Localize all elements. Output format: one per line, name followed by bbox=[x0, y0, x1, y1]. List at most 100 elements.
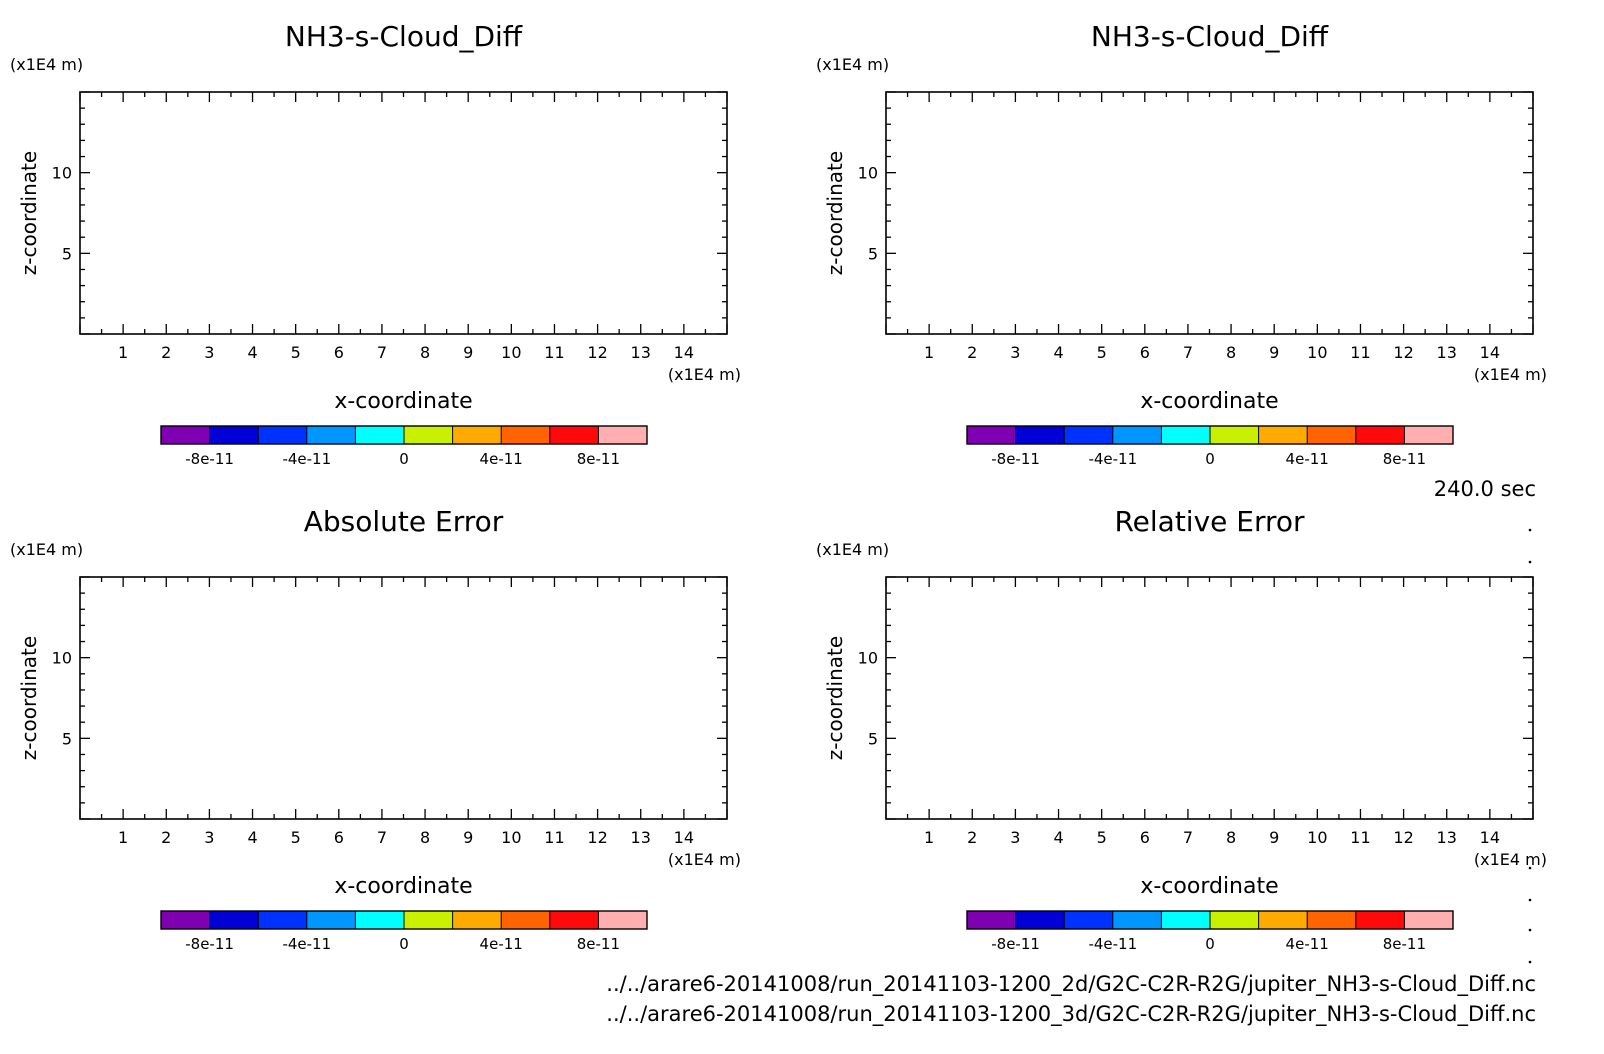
x-tick-label: 5 bbox=[1097, 343, 1107, 362]
y-tick-label: 10 bbox=[858, 649, 878, 668]
colorbar-tick-label: 4e-11 bbox=[1286, 935, 1329, 953]
colorbar-segment bbox=[549, 426, 599, 444]
colorbar-segment bbox=[1404, 911, 1453, 929]
x-tick-label: 6 bbox=[334, 343, 344, 362]
colorbar-segment bbox=[452, 426, 502, 444]
x-tick-label: 9 bbox=[463, 343, 473, 362]
panel-title: Absolute Error bbox=[304, 505, 504, 538]
colorbar-segment bbox=[404, 426, 453, 444]
colorbar-segment bbox=[967, 426, 1016, 444]
x-axis-label: x-coordinate bbox=[1140, 389, 1278, 414]
time-marker-dot bbox=[1528, 528, 1532, 532]
x-tick-label: 12 bbox=[1393, 828, 1413, 847]
x-tick-label: 1 bbox=[118, 343, 128, 362]
x-tick-label: 5 bbox=[291, 828, 301, 847]
y-unit-label: (x1E4 m) bbox=[816, 55, 889, 74]
x-tick-label: 12 bbox=[587, 343, 607, 362]
colorbar-tick-label: -8e-11 bbox=[185, 450, 234, 468]
x-unit-label: (x1E4 m) bbox=[668, 850, 741, 869]
colorbar-segment bbox=[209, 911, 259, 929]
colorbar-segment bbox=[967, 911, 1016, 929]
colorbar: -8e-11 -4e-11 0 4e-11 8e-11 bbox=[160, 910, 648, 953]
colorbar-segment bbox=[1064, 911, 1113, 929]
panel: NH3-s-Cloud_Diff(x1E4 m)1 2 3 4 5 6 7 8 9 10 11 12 1… bbox=[10, 20, 741, 468]
x-tick-label: 3 bbox=[1010, 343, 1020, 362]
x-tick-label: 8 bbox=[420, 343, 430, 362]
colorbar-segment bbox=[1112, 911, 1162, 929]
colorbar-segment bbox=[1210, 426, 1259, 444]
x-tick-label: 13 bbox=[631, 343, 651, 362]
x-tick-label: 14 bbox=[674, 343, 694, 362]
panel-title: NH3-s-Cloud_Diff bbox=[1091, 20, 1329, 53]
colorbar-segment bbox=[355, 911, 404, 929]
colorbar-tick-label: 0 bbox=[1205, 450, 1215, 468]
x-tick-label: 7 bbox=[377, 828, 387, 847]
colorbar-tick-label: -4e-11 bbox=[1088, 935, 1137, 953]
y-tick-label: 10 bbox=[52, 164, 72, 183]
x-tick-label: 1 bbox=[924, 828, 934, 847]
colorbar-frame bbox=[160, 425, 648, 445]
x-tick-label: 7 bbox=[1183, 343, 1193, 362]
y-tick-label: 10 bbox=[858, 164, 878, 183]
x-tick-label: 2 bbox=[161, 828, 171, 847]
colorbar: -8e-11 -4e-11 0 4e-11 8e-11 bbox=[160, 425, 648, 468]
colorbar-segment bbox=[1355, 426, 1405, 444]
x-tick-label: 12 bbox=[1393, 343, 1413, 362]
colorbar-segment bbox=[501, 911, 550, 929]
colorbar-tick-label: -8e-11 bbox=[991, 935, 1040, 953]
x-tick-label: 10 bbox=[1307, 828, 1327, 847]
y-axis-label: z-coordinate bbox=[17, 151, 41, 275]
x-tick-label: 1 bbox=[118, 828, 128, 847]
colorbar-tick-label: -4e-11 bbox=[1088, 450, 1137, 468]
x-tick-label: 3 bbox=[1010, 828, 1020, 847]
colorbar: -8e-11 -4e-11 0 4e-11 8e-11 bbox=[966, 425, 1454, 468]
y-unit-label: (x1E4 m) bbox=[10, 55, 83, 74]
y-tick-label: 5 bbox=[62, 244, 72, 263]
colorbar-tick-label: 0 bbox=[399, 450, 409, 468]
y-tick-label: 5 bbox=[868, 244, 878, 263]
colorbar-segment bbox=[1161, 911, 1210, 929]
x-tick-label: 3 bbox=[204, 343, 214, 362]
y-unit-label: (x1E4 m) bbox=[816, 540, 889, 559]
time-marker-dot bbox=[1528, 866, 1532, 870]
x-tick-label: 12 bbox=[587, 828, 607, 847]
x-tick-label: 4 bbox=[247, 343, 257, 362]
x-tick-label: 6 bbox=[1140, 828, 1150, 847]
plot-frame bbox=[885, 91, 1534, 335]
x-tick-label: 14 bbox=[1480, 828, 1500, 847]
colorbar-segment bbox=[549, 911, 599, 929]
x-tick-label: 11 bbox=[1350, 828, 1370, 847]
x-tick-label: 11 bbox=[544, 343, 564, 362]
colorbar-segment bbox=[161, 911, 210, 929]
y-unit-label: (x1E4 m) bbox=[10, 540, 83, 559]
colorbar-tick-label: 0 bbox=[1205, 935, 1215, 953]
time-marker-dot bbox=[1528, 960, 1532, 964]
x-tick-label: 9 bbox=[463, 828, 473, 847]
panel-title: Relative Error bbox=[1114, 505, 1305, 538]
colorbar-tick-label: -4e-11 bbox=[282, 450, 331, 468]
time-marker-dot bbox=[1528, 898, 1532, 902]
x-unit-label: (x1E4 m) bbox=[1474, 365, 1547, 384]
x-tick-label: 2 bbox=[161, 343, 171, 362]
colorbar-segment bbox=[1307, 911, 1356, 929]
colorbar-frame bbox=[966, 425, 1454, 445]
colorbar-segment bbox=[598, 911, 647, 929]
x-tick-label: 14 bbox=[674, 828, 694, 847]
colorbar-segment bbox=[258, 911, 307, 929]
x-tick-label: 6 bbox=[1140, 343, 1150, 362]
x-unit-label: (x1E4 m) bbox=[668, 365, 741, 384]
x-unit-label: (x1E4 m) bbox=[1474, 850, 1547, 869]
plot-frame bbox=[79, 576, 728, 820]
colorbar-segment bbox=[1015, 911, 1065, 929]
panel: Relative Error(x1E4 m)1 2 3 4 5 6 7 8 9 10 11 12 13 1… bbox=[816, 505, 1547, 953]
x-tick-label: 4 bbox=[1053, 343, 1063, 362]
colorbar-frame bbox=[160, 910, 648, 930]
x-tick-label: 3 bbox=[204, 828, 214, 847]
colorbar-segment bbox=[1210, 911, 1259, 929]
x-tick-label: 7 bbox=[377, 343, 387, 362]
colorbar-segment bbox=[1015, 426, 1065, 444]
colorbar-segment bbox=[209, 426, 259, 444]
colorbar: -8e-11 -4e-11 0 4e-11 8e-11 bbox=[966, 910, 1454, 953]
x-axis-label: x-coordinate bbox=[334, 874, 472, 899]
